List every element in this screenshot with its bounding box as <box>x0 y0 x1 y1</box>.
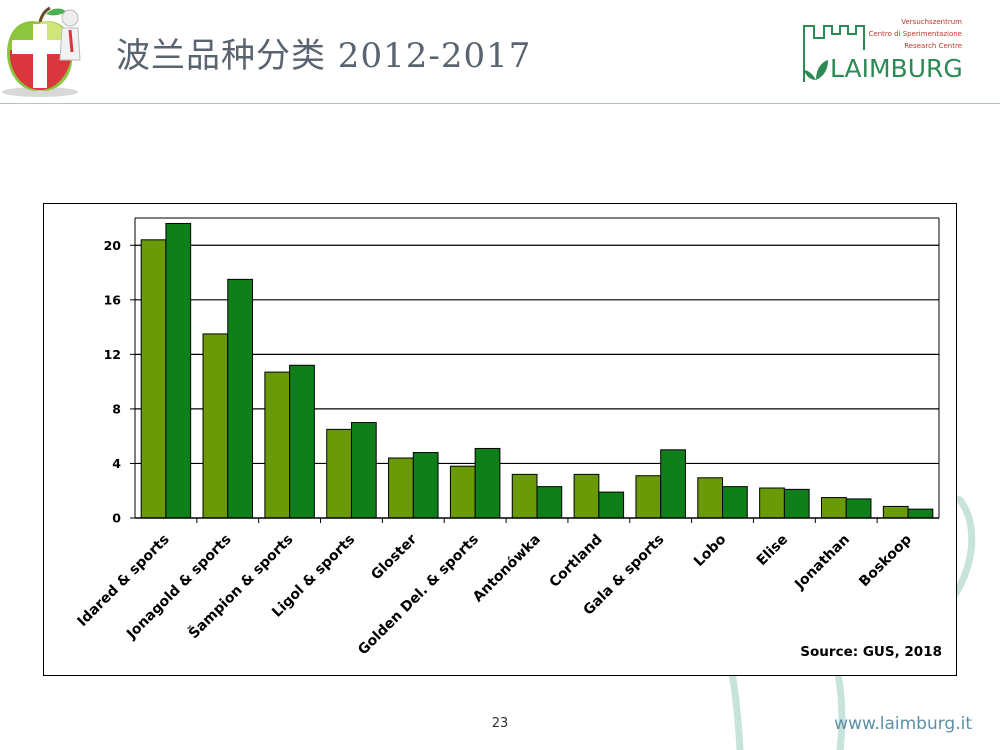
bar <box>412 452 439 519</box>
source-note: Source: GUS, 2018 <box>800 644 942 660</box>
brand-line-3: Research Centre <box>904 42 962 50</box>
y-tick-label: 4 <box>112 456 121 471</box>
bar <box>660 449 686 519</box>
bar <box>845 498 872 519</box>
slide-title: 波兰品种分类 2012-2017 <box>116 36 532 76</box>
x-category-label: Šampion & sports <box>184 530 296 642</box>
y-tick-label: 12 <box>104 347 121 362</box>
x-category-label: Cortland <box>546 532 605 591</box>
brand-name: LAIMBURG <box>830 54 963 83</box>
y-tick-label: 20 <box>104 238 122 253</box>
bar <box>759 487 785 519</box>
website-link[interactable]: www.laimburg.it <box>834 714 972 734</box>
bar <box>202 333 229 519</box>
bar <box>783 488 810 519</box>
x-category-label: Lobo <box>691 531 730 570</box>
x-category-label: Jonathan <box>791 532 853 594</box>
x-category-label: Boskoop <box>856 532 915 591</box>
bar <box>474 447 501 519</box>
apple-flag-logo <box>2 6 81 97</box>
axis-layer <box>130 217 940 523</box>
bar <box>635 475 662 519</box>
brand-line-2: Centro di Sperimentazione <box>868 30 962 38</box>
bar <box>165 222 192 519</box>
page-number: 23 <box>491 716 509 731</box>
bar <box>697 477 724 519</box>
x-category-label: Jonagold & sports <box>123 532 234 643</box>
bar <box>907 508 934 519</box>
y-tick-label: 0 <box>112 511 121 526</box>
bar <box>388 457 414 519</box>
bar <box>882 505 909 519</box>
bar <box>511 473 538 519</box>
bar <box>227 278 254 519</box>
bar <box>536 486 563 519</box>
castle-icon <box>803 25 865 82</box>
x-category-label: Gloster <box>368 531 420 583</box>
bar <box>598 491 625 519</box>
x-category-label: Elise <box>754 532 791 569</box>
bar <box>264 371 291 519</box>
header-divider <box>0 103 1000 104</box>
laimburg-logo: Versuchszentrum Centro di Sperimentazion… <box>790 14 980 88</box>
brand-line-1: Versuchszentrum <box>901 18 962 26</box>
y-tick-label: 16 <box>104 292 122 307</box>
bar <box>289 364 315 519</box>
bar <box>573 473 600 519</box>
bar <box>140 239 167 519</box>
y-tick-label: 8 <box>112 401 121 416</box>
bar-layer <box>140 222 934 519</box>
grid-layer <box>135 244 939 465</box>
bar <box>722 486 748 519</box>
bar <box>326 428 352 519</box>
chart-frame: 0 4 8 12 16 20 Idared & sports Jonagold & sport… <box>43 203 957 676</box>
bar <box>449 465 476 519</box>
bar <box>820 497 847 519</box>
x-category-label: Golden Del. & sports <box>355 532 482 659</box>
bar <box>350 422 377 519</box>
